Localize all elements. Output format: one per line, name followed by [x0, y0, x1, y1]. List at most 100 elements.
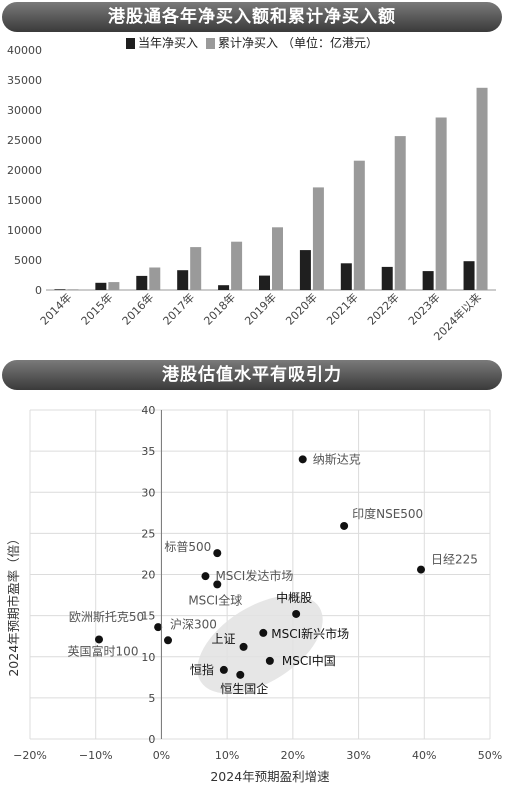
x-tick-label: 2015年 — [78, 290, 115, 327]
bar-cumulative-net-buy — [272, 227, 283, 290]
scatter-point — [201, 572, 210, 581]
scatter-point — [164, 636, 172, 645]
y-tick-label: 10 — [141, 651, 155, 664]
x-tick-label: 2018年 — [201, 290, 238, 327]
scatter-point — [219, 665, 228, 674]
x-tick-label: 2022年 — [364, 290, 401, 327]
bar-annual-net-buy — [259, 275, 270, 290]
point-label: MSCI新兴市场 — [271, 626, 349, 641]
bar-annual-net-buy — [463, 261, 475, 290]
x-axis-title: 2024年预期盈利增速 — [210, 769, 330, 784]
scatter-point — [340, 521, 349, 530]
x-tick-label: −20% — [13, 749, 47, 762]
y-tick-label: 0 — [35, 284, 42, 297]
point-label: 纳斯达克 — [313, 452, 361, 466]
x-tick-label: 20% — [281, 749, 305, 762]
bar-annual-net-buy — [299, 250, 311, 290]
point-label: MSCI全球 — [188, 592, 242, 607]
scatter-point — [265, 656, 274, 665]
unit-note: （单位：亿港元） — [282, 35, 378, 50]
x-tick-label: 2016年 — [119, 290, 156, 327]
scatter-chart-title: 港股估值水平有吸引力 — [2, 360, 502, 390]
y-tick-label: 20000 — [7, 164, 42, 177]
point-label: 英国富时100 — [68, 643, 139, 658]
scatter-point — [259, 628, 268, 637]
y-tick-label: 15 — [141, 610, 155, 623]
scatter-point — [236, 670, 245, 679]
y-tick-label: 5000 — [14, 254, 42, 267]
scatter-point — [95, 635, 103, 644]
point-label: 中概股 — [276, 590, 312, 605]
highlight-region — [197, 595, 323, 694]
y-tick-label: 0 — [148, 733, 155, 746]
legend-swatch — [206, 38, 215, 49]
bar-cumulative-net-buy — [353, 160, 365, 290]
x-tick-label: 2019年 — [242, 290, 279, 327]
x-tick-label: 2021年 — [323, 290, 360, 327]
bar-annual-net-buy — [95, 282, 107, 290]
point-label: 标普500 — [164, 540, 211, 554]
bar-annual-net-buy — [422, 271, 434, 290]
point-label: 印度NSE500 — [352, 506, 423, 521]
y-tick-label: 30000 — [7, 104, 42, 117]
bar-cumulative-net-buy — [435, 117, 447, 290]
legend-swatch — [126, 38, 135, 49]
bar-chart: 0 5000 10000 15000 20000 25000 30000 35000 40000… — [7, 35, 496, 343]
x-tick-label: −10% — [79, 749, 113, 762]
point-label: 上证 — [212, 632, 236, 646]
y-tick-label: 15000 — [7, 194, 42, 207]
bar-cumulative-net-buy — [108, 282, 120, 290]
scatter-point — [213, 549, 222, 558]
y-tick-label: 25 — [141, 527, 155, 540]
y-tick-label: 30 — [141, 486, 155, 499]
point-label: 恒生国企 — [220, 681, 268, 696]
bar-cumulative-net-buy — [190, 247, 202, 290]
bar-annual-net-buy — [54, 289, 66, 290]
point-label: MSCI中国 — [282, 653, 336, 668]
x-tick-label: 2017年 — [160, 290, 197, 327]
scatter-point — [298, 455, 307, 464]
x-tick-label: 40% — [412, 749, 436, 762]
point-label: 日经225 — [431, 553, 478, 567]
x-tick-label: 10% — [215, 749, 239, 762]
bar-cumulative-net-buy — [149, 267, 161, 290]
x-tick-label: 30% — [346, 749, 370, 762]
scatter-point — [239, 642, 248, 651]
y-tick-label: 20 — [141, 569, 155, 582]
y-tick-label: 35000 — [7, 74, 42, 87]
bar-annual-net-buy — [340, 263, 352, 290]
scatter-point — [292, 609, 301, 618]
y-tick-label: 40 — [141, 404, 155, 417]
y-tick-label: 5 — [148, 692, 155, 705]
point-label: 沪深300 — [170, 617, 217, 631]
y-axis-title: 2024年预期市盈率（倍） — [6, 532, 21, 676]
y-tick-label: 10000 — [7, 224, 42, 237]
point-label: MSCI发达市场 — [215, 568, 293, 583]
bar-cumulative-net-buy — [231, 241, 243, 290]
y-tick-label: 40000 — [7, 44, 42, 57]
bar-annual-net-buy — [381, 266, 393, 290]
point-label: 恒指 — [190, 662, 214, 677]
x-tick-label: 0% — [153, 749, 170, 762]
legend-label: 累计净买入 — [218, 36, 278, 50]
bar-cumulative-net-buy — [476, 87, 488, 290]
x-tick-label: 2020年 — [283, 290, 320, 327]
point-label: 欧洲斯托克50 — [69, 610, 144, 624]
x-tick-label: 2014年 — [37, 290, 74, 327]
bar-cumulative-net-buy — [394, 136, 406, 290]
y-tick-label: 35 — [141, 445, 155, 458]
bar-annual-net-buy — [218, 285, 230, 290]
scatter-point — [154, 623, 163, 632]
bar-chart-title: 港股通各年净买入额和累计净买入额 — [2, 2, 502, 32]
y-tick-label: 25000 — [7, 134, 42, 147]
scatter-point — [213, 580, 222, 589]
bar-cumulative-net-buy — [312, 187, 324, 290]
scatter-point — [417, 565, 425, 574]
legend-label: 当年净买入 — [138, 36, 198, 50]
x-tick-label: 50% — [478, 749, 502, 762]
x-tick-label: 2023年 — [405, 290, 442, 327]
bar-annual-net-buy — [136, 275, 148, 290]
bar-cumulative-net-buy — [67, 289, 79, 290]
bar-annual-net-buy — [177, 270, 189, 290]
